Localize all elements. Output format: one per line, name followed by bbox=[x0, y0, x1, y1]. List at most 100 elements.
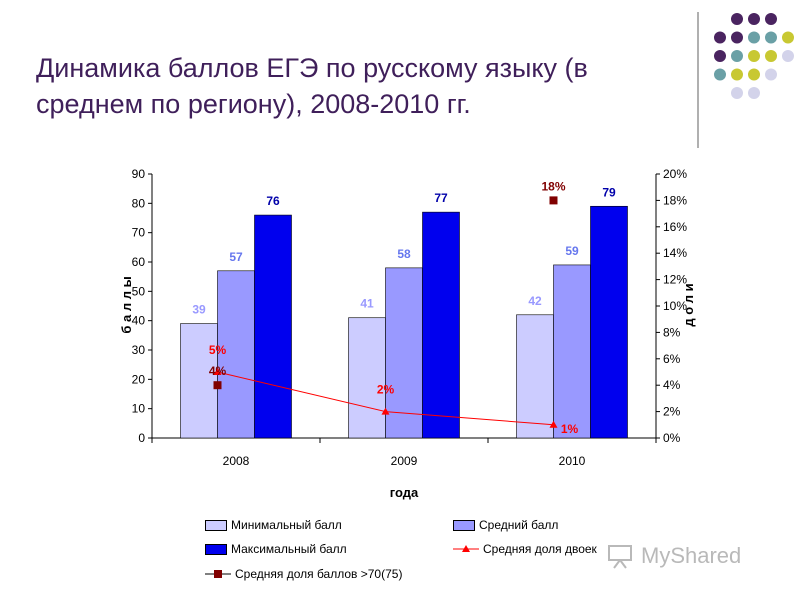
bar bbox=[590, 205, 628, 439]
marker-label: 4% bbox=[209, 364, 227, 378]
legend-item-min: Минимальный балл bbox=[205, 517, 342, 533]
chart-lines bbox=[213, 196, 558, 428]
bar bbox=[180, 323, 218, 439]
bar bbox=[254, 214, 292, 439]
decor-dot bbox=[714, 31, 726, 44]
bar bbox=[385, 267, 423, 439]
legend-swatch-max bbox=[205, 543, 227, 555]
bar bbox=[217, 270, 255, 439]
x-tick-label: 2010 bbox=[559, 454, 586, 468]
x-tick-label: 2008 bbox=[223, 454, 250, 468]
y2-tick-label: 16% bbox=[663, 220, 687, 234]
bar-label: 39 bbox=[192, 303, 206, 317]
decor-dot bbox=[765, 31, 777, 44]
decor-dot bbox=[782, 31, 794, 44]
decor-dot bbox=[731, 68, 743, 81]
y-tick-label: 90 bbox=[132, 167, 146, 181]
legend-item-max: Максимальный балл bbox=[205, 541, 347, 557]
decor-dot bbox=[714, 68, 726, 81]
watermark-text: MyShared bbox=[641, 543, 742, 568]
bar bbox=[348, 317, 386, 439]
bar-label: 59 bbox=[565, 244, 579, 258]
title-divider bbox=[697, 12, 699, 148]
legend-item-fail-share: Средняя доля двоек bbox=[453, 541, 597, 557]
line-label: 2% bbox=[377, 383, 395, 397]
y-tick-label: 60 bbox=[132, 255, 146, 269]
projector-icon bbox=[608, 545, 632, 569]
decor-dot bbox=[731, 50, 743, 62]
y2-tick-label: 6% bbox=[663, 352, 681, 366]
legend-label-max: Максимальный балл bbox=[231, 542, 347, 556]
slide-title: Динамика баллов ЕГЭ по русскому языку (в… bbox=[36, 53, 588, 119]
line-point bbox=[213, 368, 222, 375]
marker-point bbox=[213, 381, 222, 390]
y2-tick-label: 18% bbox=[663, 193, 687, 207]
y2-axis-label: д о л и bbox=[681, 283, 696, 326]
bar-label: 58 bbox=[397, 247, 411, 261]
legend-label-min: Минимальный балл bbox=[231, 518, 342, 532]
y2-tick-label: 14% bbox=[663, 246, 687, 260]
decor-dot bbox=[731, 87, 743, 99]
decor-dot bbox=[748, 68, 760, 81]
chart-labels: 39 41 42 57 58 59 76 77 79 5% 2% 1% 4% 18% bbox=[192, 179, 616, 435]
line-point bbox=[549, 420, 558, 428]
decor-dot bbox=[765, 68, 777, 81]
y-tick-label: 50 bbox=[132, 284, 146, 298]
line-point bbox=[381, 407, 390, 415]
y2-tick-label: 10% bbox=[663, 299, 687, 313]
legend-label-fail-share: Средняя доля двоек bbox=[483, 542, 597, 556]
y2-tick-label: 2% bbox=[663, 405, 681, 419]
decorative-dot-grid bbox=[714, 13, 794, 99]
legend-item-high-share: Средняя доля баллов >70(75) bbox=[205, 566, 402, 582]
legend-swatch-fail-share bbox=[453, 545, 479, 552]
decor-dot bbox=[731, 13, 743, 25]
bar-label: 77 bbox=[434, 191, 448, 205]
chart-bars bbox=[180, 205, 628, 439]
x-axis-label: года bbox=[390, 485, 419, 500]
decor-dot bbox=[748, 31, 760, 44]
decor-dot bbox=[748, 13, 760, 25]
y-tick-label: 30 bbox=[132, 343, 146, 357]
chart-legend: Минимальный балл Средний балл Максимальн… bbox=[205, 513, 597, 593]
line-label: 1% bbox=[561, 422, 579, 436]
y2-tick-label: 20% bbox=[663, 167, 687, 181]
line-label: 5% bbox=[209, 343, 227, 357]
y2-tick-label: 4% bbox=[663, 378, 681, 392]
decor-dot bbox=[748, 87, 760, 99]
y-tick-label: 70 bbox=[132, 226, 146, 240]
y-axis-label: б а л л ы bbox=[119, 276, 134, 333]
marker-label: 18% bbox=[541, 179, 565, 193]
y-tick-label: 0 bbox=[138, 431, 145, 445]
bar-label: 76 bbox=[266, 194, 280, 208]
decor-dot bbox=[765, 50, 777, 62]
legend-item-avg: Средний балл bbox=[453, 517, 558, 533]
bar bbox=[516, 314, 554, 439]
y2-tick-label: 8% bbox=[663, 325, 681, 339]
bar-label: 57 bbox=[229, 250, 243, 264]
bar bbox=[553, 264, 591, 439]
y-tick-label: 80 bbox=[132, 196, 146, 210]
y2-tick-label: 12% bbox=[663, 273, 687, 287]
legend-label-avg: Средний балл bbox=[479, 518, 559, 532]
legend-label-high-share: Средняя доля баллов >70(75) bbox=[235, 567, 403, 581]
bar-label: 41 bbox=[360, 297, 374, 311]
x-tick-label: 2009 bbox=[391, 454, 418, 468]
marker-point bbox=[549, 196, 558, 205]
y-tick-label: 10 bbox=[132, 402, 146, 416]
legend-swatch-high-share bbox=[205, 570, 231, 578]
y-tick-label: 40 bbox=[132, 314, 146, 328]
legend-swatch-min bbox=[205, 519, 227, 531]
decor-dot bbox=[731, 31, 743, 44]
decor-dot bbox=[765, 13, 777, 25]
bar-label: 79 bbox=[602, 185, 616, 199]
decor-dot bbox=[748, 50, 760, 62]
y2-tick-label: 0% bbox=[663, 431, 681, 445]
decor-dot bbox=[714, 50, 726, 62]
decor-dot bbox=[782, 50, 794, 62]
watermark: MyShared bbox=[607, 536, 777, 576]
bar bbox=[422, 211, 460, 439]
legend-swatch-avg bbox=[453, 519, 475, 531]
y-tick-label: 20 bbox=[132, 372, 146, 386]
bar-label: 42 bbox=[528, 294, 542, 308]
